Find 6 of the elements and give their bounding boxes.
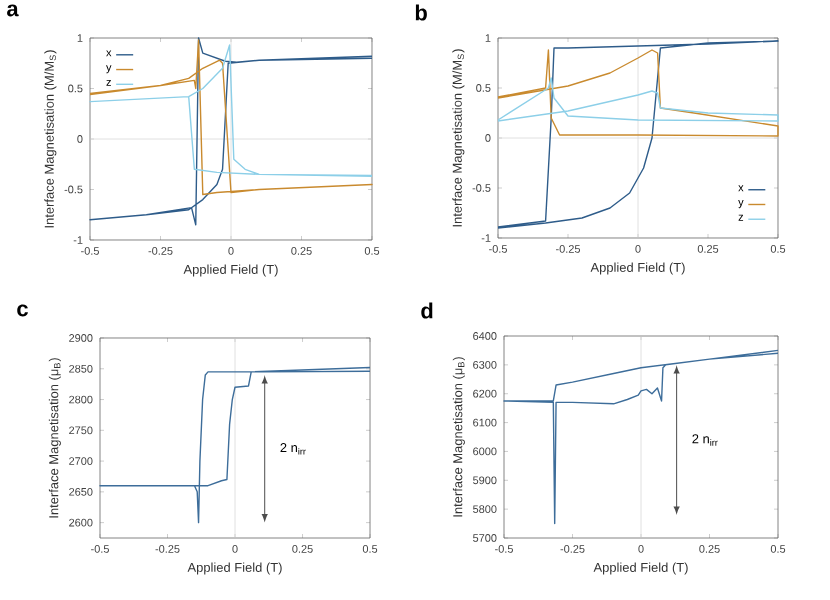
chart-title: a	[7, 4, 19, 17]
chart-title: d	[421, 302, 433, 319]
line-series	[497, 77, 779, 122]
line-series	[497, 49, 779, 137]
chart-title: c	[17, 304, 28, 317]
chart-title: b	[415, 4, 427, 21]
